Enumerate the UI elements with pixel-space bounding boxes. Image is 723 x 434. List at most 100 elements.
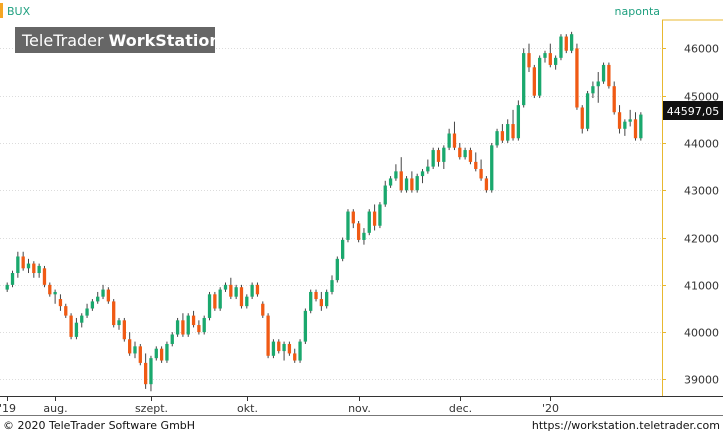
candle[interactable] xyxy=(399,157,403,193)
candle[interactable] xyxy=(415,173,419,193)
candle[interactable] xyxy=(213,291,217,311)
candle[interactable] xyxy=(538,55,542,99)
candle[interactable] xyxy=(522,48,526,108)
candle[interactable] xyxy=(85,303,89,318)
candle[interactable] xyxy=(447,128,451,151)
candle[interactable] xyxy=(511,109,515,141)
candle[interactable] xyxy=(261,301,265,318)
candle[interactable] xyxy=(527,43,531,73)
candle[interactable] xyxy=(239,284,244,309)
candle[interactable] xyxy=(596,72,600,103)
candle[interactable] xyxy=(617,105,622,134)
candle[interactable] xyxy=(532,64,536,99)
candle[interactable] xyxy=(506,119,510,143)
candle[interactable] xyxy=(367,209,371,236)
candle[interactable] xyxy=(197,320,201,335)
candle[interactable] xyxy=(48,282,52,297)
candle[interactable] xyxy=(298,339,302,363)
candle[interactable] xyxy=(325,289,329,309)
candle[interactable] xyxy=(623,119,627,136)
candle[interactable] xyxy=(21,251,25,271)
candle[interactable] xyxy=(404,176,409,193)
candle[interactable] xyxy=(436,147,441,167)
interval-label[interactable]: naponta xyxy=(615,5,660,18)
candle[interactable] xyxy=(612,81,616,115)
candle[interactable] xyxy=(133,341,137,359)
candle[interactable] xyxy=(431,147,435,169)
candle[interactable] xyxy=(372,204,377,231)
candle[interactable] xyxy=(420,168,425,184)
candle[interactable] xyxy=(442,145,446,169)
candle[interactable] xyxy=(601,62,606,84)
candle[interactable] xyxy=(479,159,483,181)
candle[interactable] xyxy=(128,332,132,356)
candle[interactable] xyxy=(378,202,382,229)
candle[interactable] xyxy=(207,291,212,321)
candle[interactable] xyxy=(159,346,164,363)
candle[interactable] xyxy=(548,43,552,68)
candle[interactable] xyxy=(351,209,355,229)
candle[interactable] xyxy=(356,221,361,243)
candle[interactable] xyxy=(346,209,350,243)
candle[interactable] xyxy=(314,289,318,302)
candle[interactable] xyxy=(122,317,126,342)
candle[interactable] xyxy=(10,270,15,288)
candle[interactable] xyxy=(143,353,148,389)
candle[interactable] xyxy=(96,291,100,304)
candle[interactable] xyxy=(340,237,345,262)
candle[interactable] xyxy=(303,308,308,344)
candle[interactable] xyxy=(271,339,276,359)
candle[interactable] xyxy=(191,310,196,328)
candle[interactable] xyxy=(607,62,611,89)
candle[interactable] xyxy=(80,313,84,328)
candle[interactable] xyxy=(277,339,281,354)
candle[interactable] xyxy=(112,299,116,328)
candle[interactable] xyxy=(165,341,169,363)
candle[interactable] xyxy=(484,176,489,193)
candle[interactable] xyxy=(32,261,36,278)
candle[interactable] xyxy=(74,317,79,340)
candle[interactable] xyxy=(117,317,121,330)
candle[interactable] xyxy=(458,142,462,160)
candle[interactable] xyxy=(175,317,180,337)
candle[interactable] xyxy=(559,34,563,61)
candle[interactable] xyxy=(154,346,158,361)
price-axis[interactable]: 39000 40000 41000 42000 43000 44000 45000 46000 xyxy=(662,43,719,387)
candle[interactable] xyxy=(426,159,430,174)
candle[interactable] xyxy=(170,332,174,347)
candle[interactable] xyxy=(42,265,47,288)
candle[interactable] xyxy=(585,90,590,132)
candle[interactable] xyxy=(591,81,595,99)
candle[interactable] xyxy=(255,282,260,297)
candle[interactable] xyxy=(500,124,505,143)
candle[interactable] xyxy=(639,112,643,141)
candle[interactable] xyxy=(5,282,9,292)
candle[interactable] xyxy=(106,287,111,304)
candle[interactable] xyxy=(495,128,499,148)
candle[interactable] xyxy=(234,284,238,300)
candle[interactable] xyxy=(628,109,632,127)
source-url[interactable]: https://workstation.teletrader.com xyxy=(532,419,720,432)
candle[interactable] xyxy=(218,287,222,311)
candle[interactable] xyxy=(394,164,398,181)
candle[interactable] xyxy=(287,341,292,356)
candle[interactable] xyxy=(37,263,41,278)
candle[interactable] xyxy=(335,256,339,283)
candle[interactable] xyxy=(383,180,387,207)
candle[interactable] xyxy=(64,303,68,318)
candle[interactable] xyxy=(388,176,393,188)
candle[interactable] xyxy=(181,313,185,337)
candle[interactable] xyxy=(202,315,206,335)
candle[interactable] xyxy=(282,341,286,361)
candle[interactable] xyxy=(101,284,105,300)
candle[interactable] xyxy=(149,355,153,392)
candle[interactable] xyxy=(468,147,473,165)
candlestick-series[interactable] xyxy=(5,31,643,392)
candle[interactable] xyxy=(53,289,57,304)
time-axis[interactable]: '19 aug. szept. okt. nov. dec. '20 xyxy=(0,396,559,415)
symbol-label[interactable]: BUX xyxy=(7,5,31,18)
candle[interactable] xyxy=(319,291,324,311)
candle[interactable] xyxy=(633,112,638,141)
candle[interactable] xyxy=(186,313,190,337)
